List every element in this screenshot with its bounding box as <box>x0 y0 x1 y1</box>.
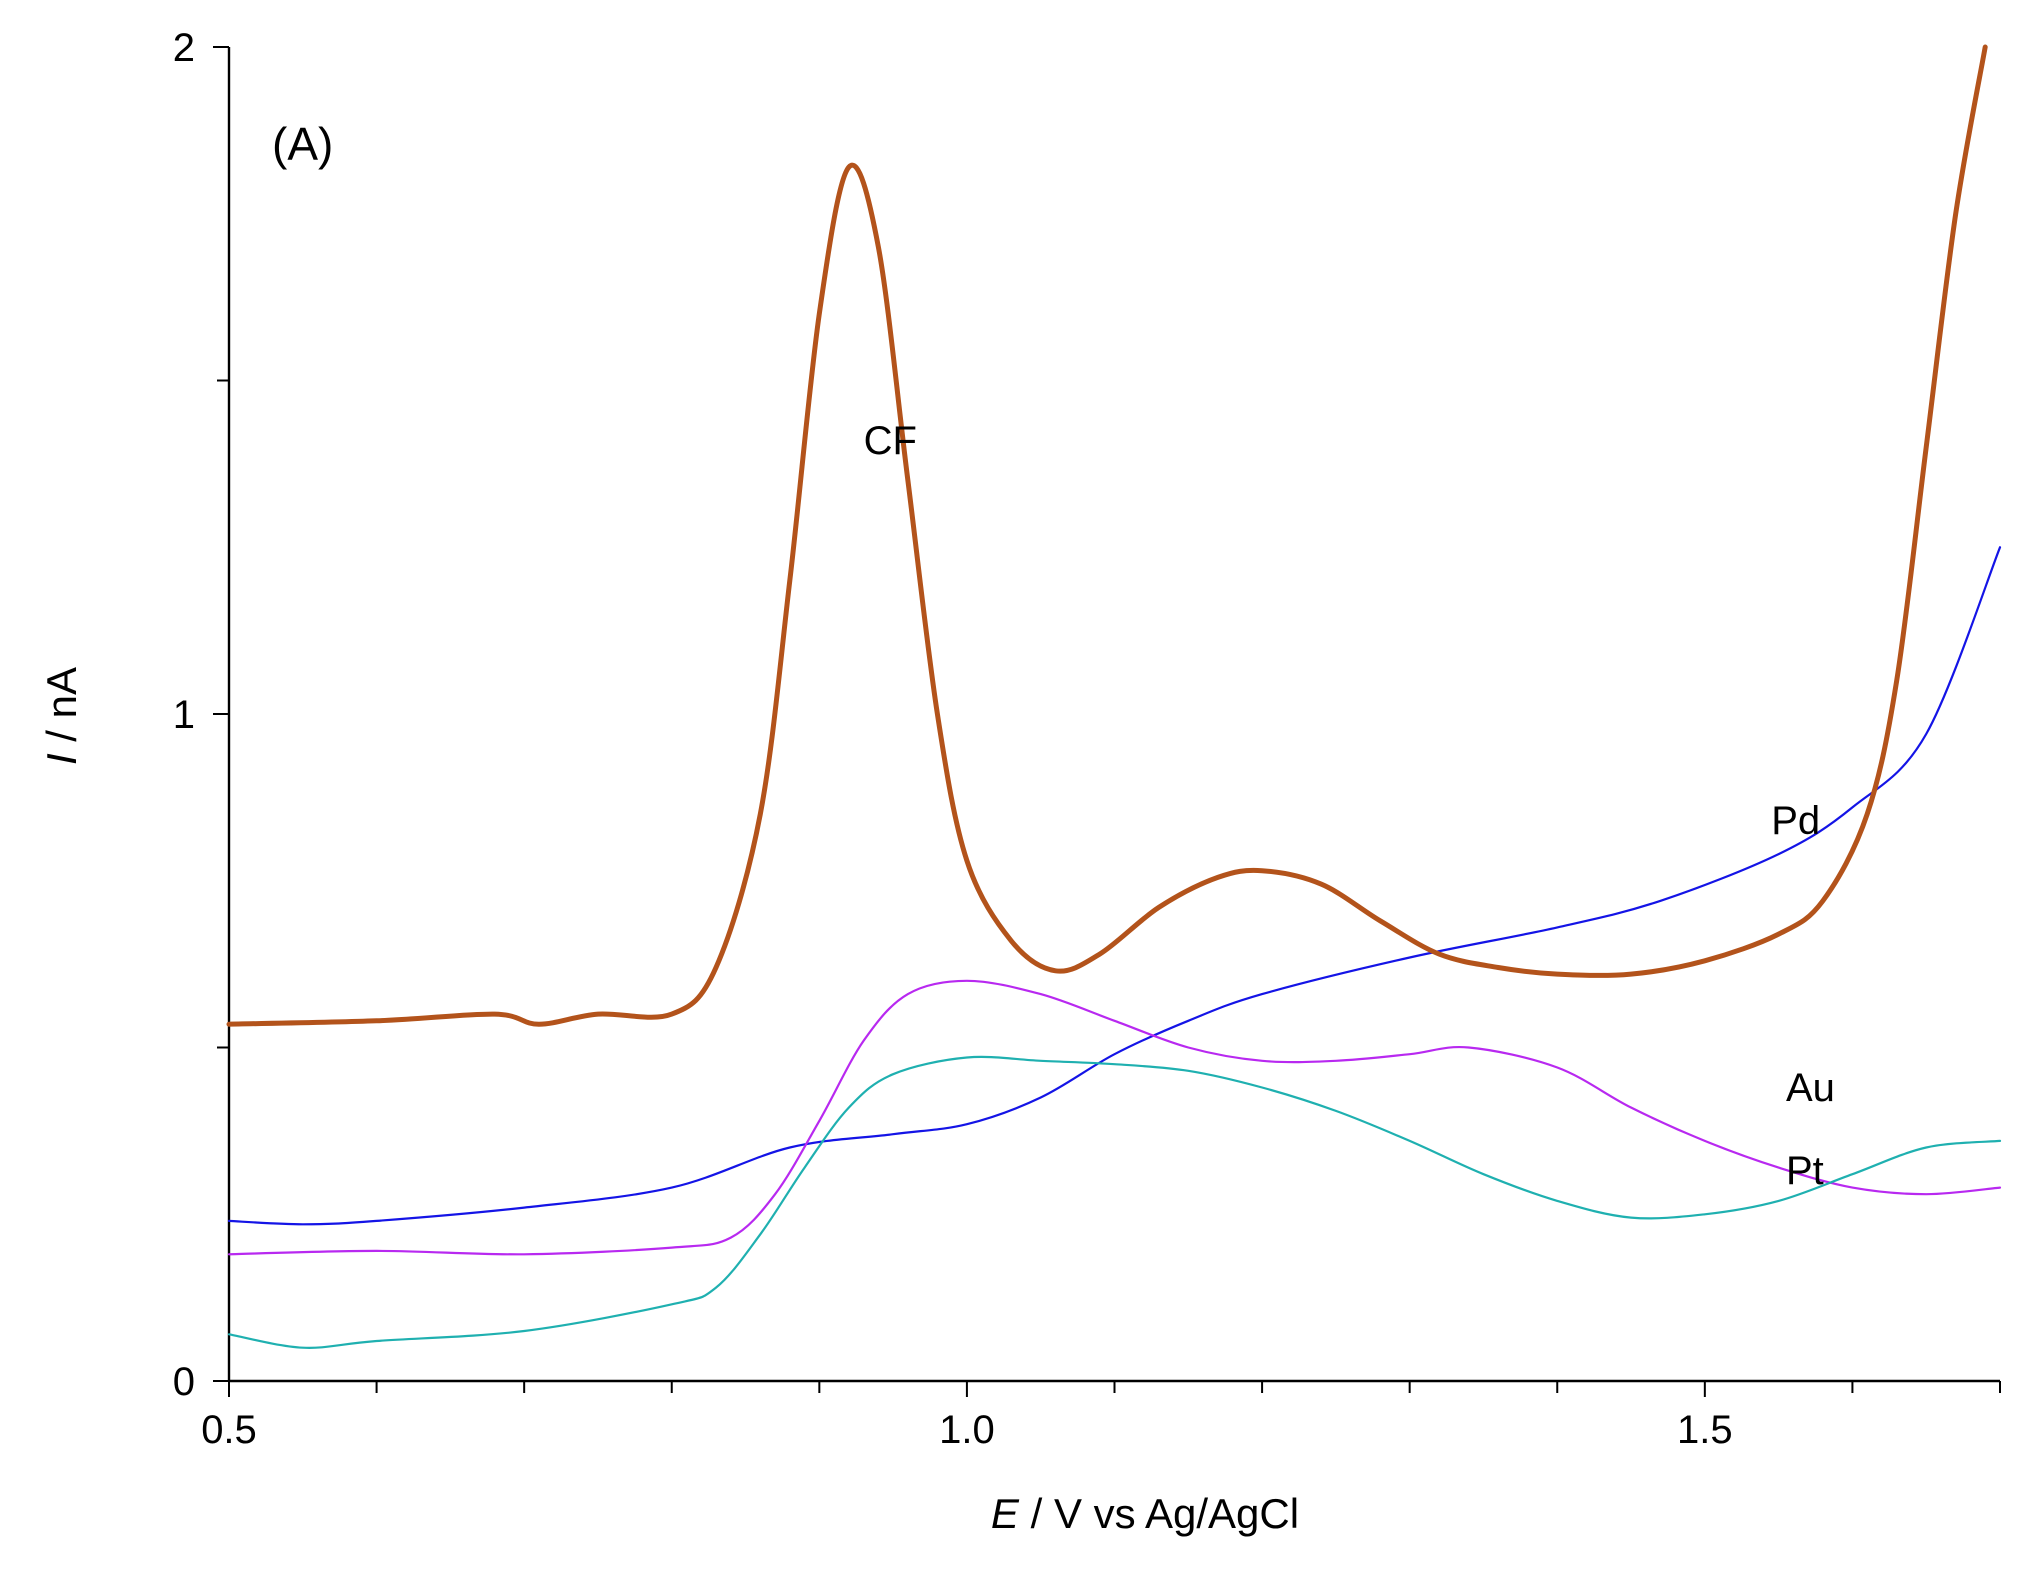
x-axis-variable: E <box>991 1490 1020 1537</box>
y-tick-label: 0 <box>173 1360 195 1404</box>
series-group <box>226 44 2002 1349</box>
y-axis-title: I / nA <box>38 667 85 765</box>
x-tick-label: 1.0 <box>939 1408 995 1452</box>
y-axis-variable: I <box>38 753 85 765</box>
x-axis-title: E / V vs Ag/AgCl <box>991 1490 1299 1537</box>
series-labels: CF Pd Au Pt <box>864 419 1835 1193</box>
y-tick-label: 1 <box>173 693 195 737</box>
y-tick-label: 2 <box>173 26 195 70</box>
x-tick-label: 1.5 <box>1677 1408 1733 1452</box>
y-axis-unit: / nA <box>38 667 85 753</box>
series-label-pt: Pt <box>1786 1149 1824 1193</box>
axes: 0.5 1.0 1.5 0 1 2 <box>173 26 2001 1452</box>
series-line-au <box>227 979 2002 1256</box>
panel-label: (A) <box>272 118 333 170</box>
series-line-cf <box>226 44 1988 1027</box>
x-tick-label: 0.5 <box>201 1408 257 1452</box>
series-label-cf: CF <box>864 419 917 463</box>
series-label-pd: Pd <box>1771 799 1820 843</box>
x-axis-unit: / V vs Ag/AgCl <box>1019 1490 1299 1537</box>
series-line-pd <box>227 546 2002 1226</box>
series-line-pt <box>227 1055 2002 1349</box>
series-label-au: Au <box>1786 1066 1835 1110</box>
